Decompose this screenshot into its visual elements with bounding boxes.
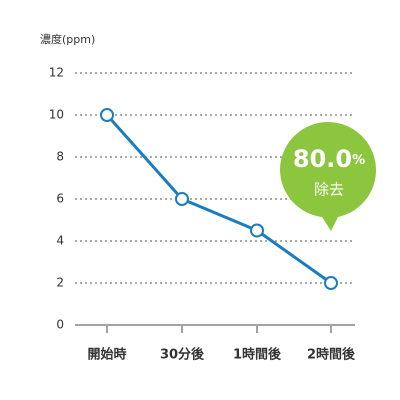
y-tick-label: 10 — [49, 108, 64, 122]
y-tick-label: 6 — [56, 192, 64, 206]
data-point — [324, 276, 338, 290]
x-tick-label: 開始時 — [87, 347, 126, 363]
x-tick-label: 2時間後 — [307, 347, 356, 363]
y-tick-label: 0 — [56, 318, 64, 332]
annotation-number: 80.0 — [293, 145, 352, 173]
y-tick-label: 4 — [56, 234, 64, 248]
x-tick-label: 1時間後 — [233, 347, 282, 363]
annotation-unit: % — [352, 153, 365, 168]
y-axis-label: 濃度(ppm) — [40, 32, 95, 46]
x-tick-label: 30分後 — [160, 347, 205, 363]
y-tick-label: 8 — [56, 150, 64, 164]
data-point — [100, 108, 114, 122]
annotation-value: 80.0% — [293, 145, 365, 173]
data-line — [105, 114, 332, 285]
data-point — [250, 223, 264, 238]
y-tick-label: 12 — [49, 66, 64, 80]
y-tick-label: 2 — [56, 276, 64, 290]
annotation-text: 除去 — [314, 181, 344, 199]
annotation-bubble — [280, 122, 376, 231]
data-point — [175, 192, 189, 206]
